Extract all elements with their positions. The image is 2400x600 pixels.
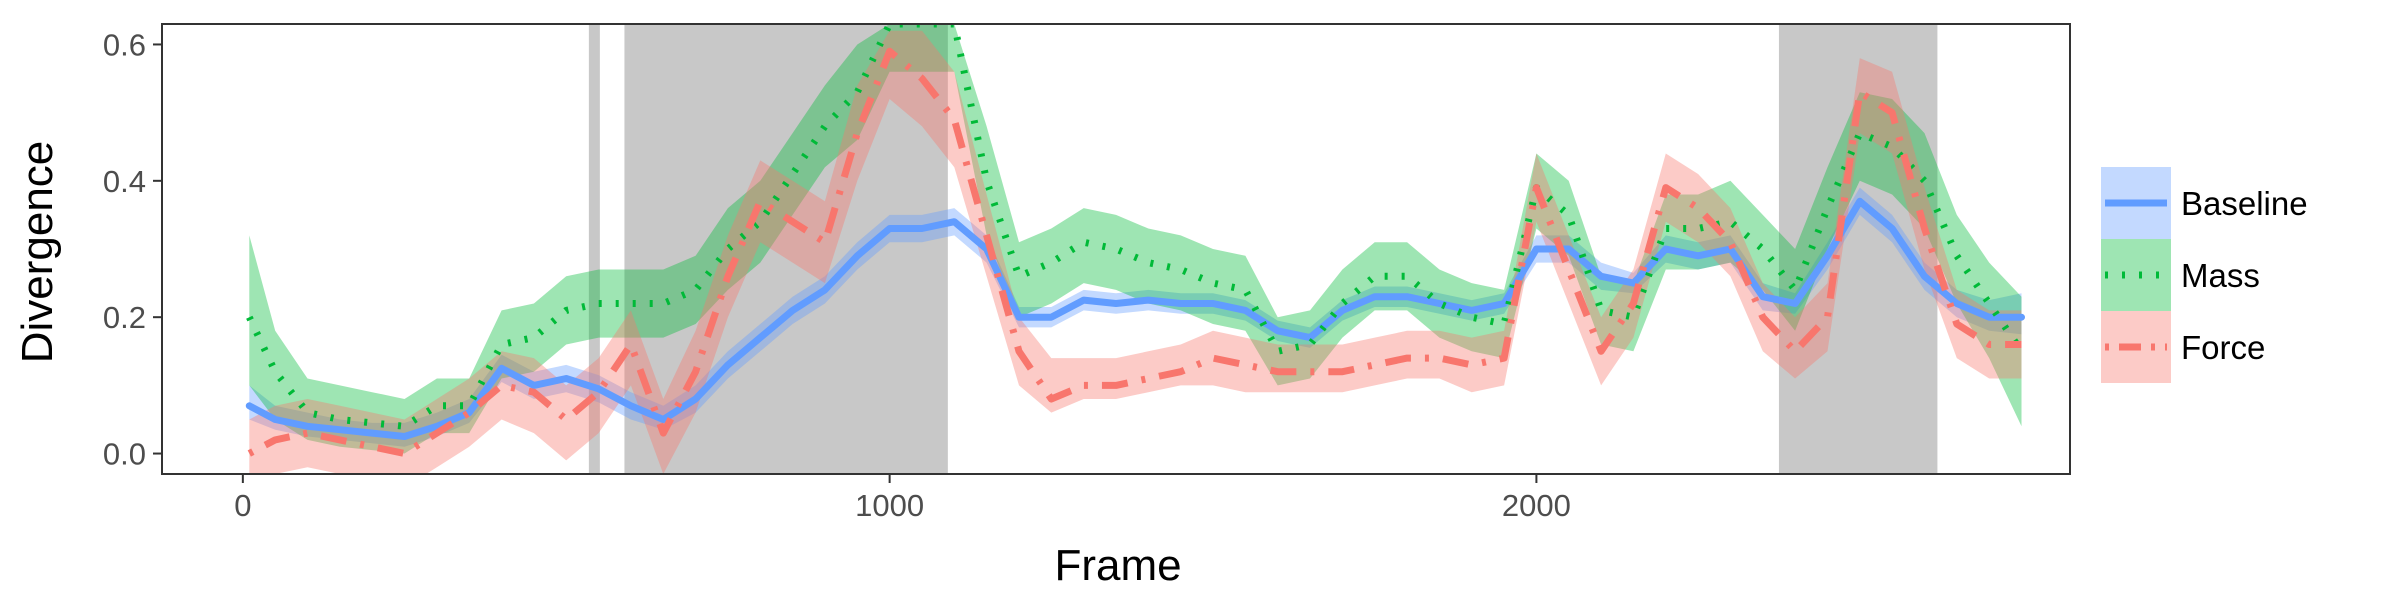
y-axis-title: Divergence <box>13 141 62 364</box>
legend-label-mass: Mass <box>2181 257 2260 294</box>
x-tick-label: 2000 <box>1502 488 1571 523</box>
ribbon-mass <box>249 24 2022 454</box>
line-force <box>247 47 2022 457</box>
y-tick-label: 0.6 <box>103 27 146 62</box>
y-tick-label: 0.4 <box>103 164 146 199</box>
ribbon-baseline <box>249 187 2022 447</box>
y-tick-label: 0.0 <box>103 437 146 472</box>
legend-label-baseline: Baseline <box>2181 185 2308 222</box>
ribbon-force <box>249 30 2022 474</box>
axes: 0 1000 2000 0.0 0.2 0.4 0.6 <box>103 23 2071 523</box>
legend-label-force: Force <box>2181 329 2265 366</box>
x-tick-label: 1000 <box>855 488 924 523</box>
shaded-region-1 <box>588 24 600 474</box>
plot-area <box>245 24 2025 474</box>
shaded-region-3 <box>1778 24 1938 474</box>
plot-content <box>245 24 2025 474</box>
y-tick-label: 0.2 <box>103 300 146 335</box>
line-baseline <box>245 197 2025 440</box>
x-tick-label: 0 <box>234 488 251 523</box>
shaded-region-2 <box>624 24 948 474</box>
legend-key-mass <box>2101 239 2171 311</box>
x-axis-title: Frame <box>1054 541 1181 590</box>
legend: Baseline Mass Force <box>2101 167 2308 383</box>
panel-border <box>161 23 2071 475</box>
